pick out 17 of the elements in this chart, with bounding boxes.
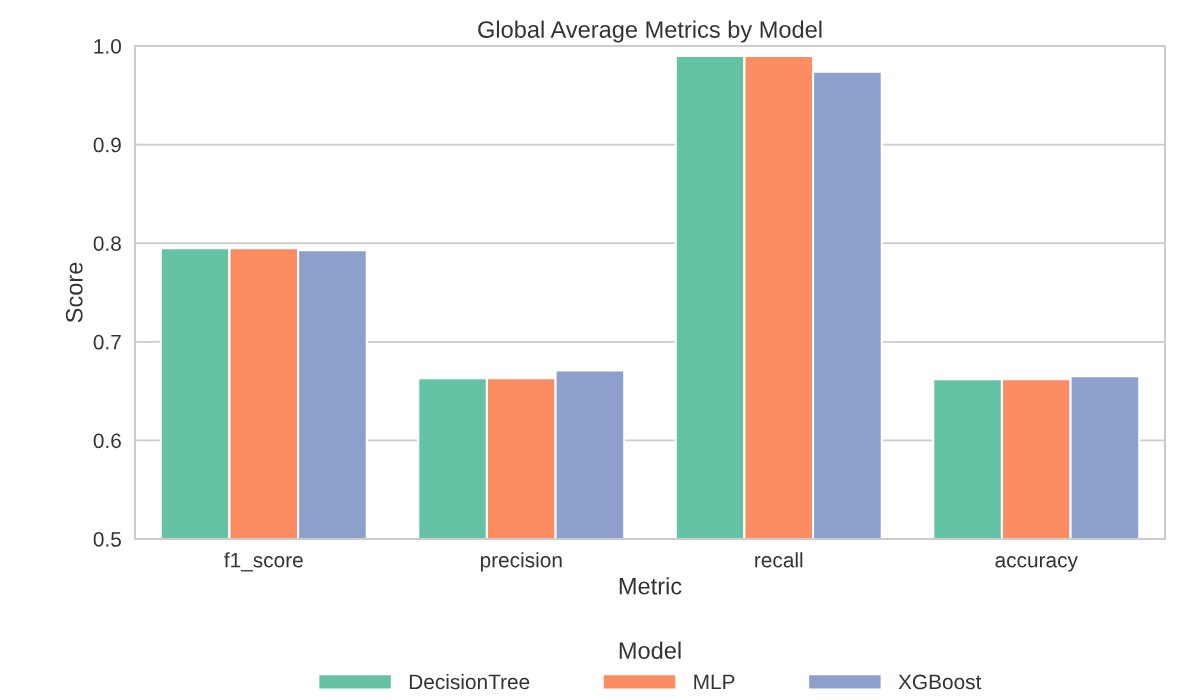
x-tick-label: accuracy (995, 556, 1078, 572)
y-tick-label: 0.8 (93, 236, 121, 251)
legend-label: MLP (694, 674, 735, 690)
y-axis-title: Score (65, 262, 83, 323)
x-tick-label: f1_score (224, 552, 303, 572)
y-tick-label: 0.9 (93, 137, 121, 153)
x-tick-label: recall (755, 552, 803, 568)
legend-title: Model (619, 641, 681, 659)
legend-label: XGBoost (898, 674, 982, 690)
y-tick-label: 0.7 (93, 334, 121, 350)
y-tick-label: 0.5 (93, 532, 121, 547)
legend-label: DecisionTree (409, 673, 530, 690)
chart-title: Global Average Metrics by Model (478, 20, 822, 43)
x-tick-label: precision (480, 552, 562, 572)
x-axis-title: Metric (619, 577, 682, 595)
y-tick-label: 1.0 (94, 39, 121, 54)
y-tick-label: 0.6 (93, 433, 121, 449)
